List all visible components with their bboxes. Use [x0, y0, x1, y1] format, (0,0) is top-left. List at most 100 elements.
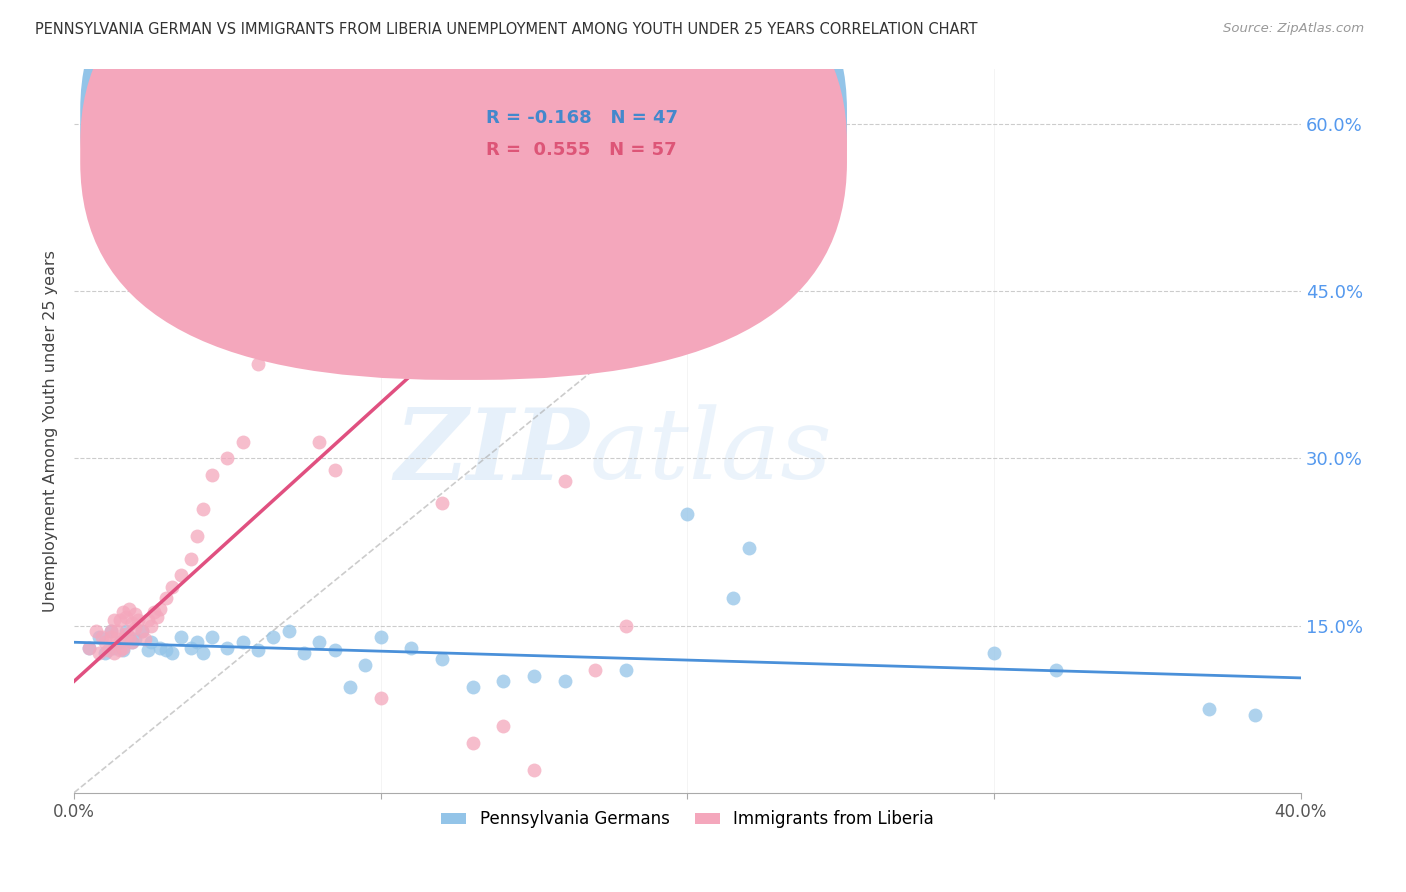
- Y-axis label: Unemployment Among Youth under 25 years: Unemployment Among Youth under 25 years: [44, 250, 58, 612]
- Point: [87, 630, 110, 644]
- Point: [232, 635, 254, 649]
- Point: [94, 647, 117, 661]
- Point: [430, 652, 453, 666]
- Point: [1244, 707, 1267, 722]
- Point: [121, 616, 143, 631]
- Point: [262, 318, 284, 332]
- Point: [323, 643, 346, 657]
- Point: [90, 630, 112, 644]
- Point: [308, 635, 330, 649]
- Point: [180, 551, 202, 566]
- Point: [128, 613, 150, 627]
- Point: [100, 624, 122, 639]
- Point: [370, 630, 392, 644]
- Point: [155, 643, 177, 657]
- Point: [124, 607, 146, 622]
- Point: [134, 632, 156, 646]
- Point: [162, 580, 184, 594]
- Point: [614, 663, 637, 677]
- Point: [105, 632, 128, 646]
- Text: Source: ZipAtlas.com: Source: ZipAtlas.com: [1223, 22, 1364, 36]
- Point: [162, 647, 184, 661]
- Point: [292, 161, 315, 176]
- Point: [354, 657, 377, 672]
- FancyBboxPatch shape: [423, 87, 817, 181]
- Point: [115, 624, 138, 639]
- Point: [149, 602, 172, 616]
- Point: [401, 240, 423, 254]
- Point: [97, 643, 120, 657]
- Point: [121, 635, 143, 649]
- Point: [84, 624, 107, 639]
- Point: [723, 591, 745, 605]
- Point: [115, 609, 138, 624]
- Point: [554, 674, 576, 689]
- Point: [121, 635, 143, 649]
- Point: [983, 647, 1005, 661]
- Point: [112, 640, 135, 655]
- Text: PENNSYLVANIA GERMAN VS IMMIGRANTS FROM LIBERIA UNEMPLOYMENT AMONG YOUTH UNDER 25: PENNSYLVANIA GERMAN VS IMMIGRANTS FROM L…: [35, 22, 977, 37]
- Point: [308, 434, 330, 449]
- Point: [523, 764, 546, 778]
- Text: atlas: atlas: [589, 405, 832, 500]
- Point: [79, 640, 101, 655]
- FancyBboxPatch shape: [80, 0, 846, 380]
- Point: [103, 640, 125, 655]
- Point: [94, 635, 117, 649]
- Point: [201, 468, 224, 483]
- Text: R = -0.168   N = 47: R = -0.168 N = 47: [486, 109, 678, 127]
- Point: [277, 240, 299, 254]
- Point: [186, 529, 208, 543]
- Point: [112, 643, 135, 657]
- Point: [339, 680, 361, 694]
- Point: [585, 663, 607, 677]
- Point: [323, 462, 346, 476]
- Point: [180, 640, 202, 655]
- Point: [100, 630, 122, 644]
- Text: ZIP: ZIP: [394, 404, 589, 500]
- Point: [131, 624, 153, 639]
- Point: [118, 630, 141, 644]
- Point: [136, 613, 159, 627]
- Point: [277, 624, 299, 639]
- Point: [614, 618, 637, 632]
- Point: [1045, 663, 1067, 677]
- Point: [262, 630, 284, 644]
- Legend: Pennsylvania Germans, Immigrants from Liberia: Pennsylvania Germans, Immigrants from Li…: [434, 804, 941, 835]
- Point: [149, 640, 172, 655]
- Point: [292, 647, 315, 661]
- Point: [142, 605, 165, 619]
- Point: [738, 541, 761, 555]
- Point: [554, 474, 576, 488]
- Point: [217, 451, 239, 466]
- Point: [139, 635, 162, 649]
- FancyBboxPatch shape: [80, 0, 846, 347]
- Point: [170, 568, 193, 582]
- Point: [115, 627, 138, 641]
- Point: [401, 640, 423, 655]
- Point: [217, 640, 239, 655]
- Point: [103, 647, 125, 661]
- Point: [191, 647, 214, 661]
- Point: [370, 690, 392, 705]
- Point: [676, 507, 699, 521]
- Point: [108, 635, 131, 649]
- Point: [118, 630, 141, 644]
- Point: [430, 496, 453, 510]
- Point: [136, 643, 159, 657]
- Point: [87, 647, 110, 661]
- Point: [523, 668, 546, 682]
- Point: [108, 613, 131, 627]
- Point: [461, 680, 484, 694]
- Point: [155, 591, 177, 605]
- Point: [118, 602, 141, 616]
- Point: [103, 613, 125, 627]
- Point: [108, 643, 131, 657]
- Point: [139, 618, 162, 632]
- Text: R =  0.555   N = 57: R = 0.555 N = 57: [486, 141, 676, 160]
- Point: [146, 609, 169, 624]
- Point: [247, 357, 270, 371]
- Point: [247, 643, 270, 657]
- Point: [1198, 702, 1220, 716]
- Point: [191, 501, 214, 516]
